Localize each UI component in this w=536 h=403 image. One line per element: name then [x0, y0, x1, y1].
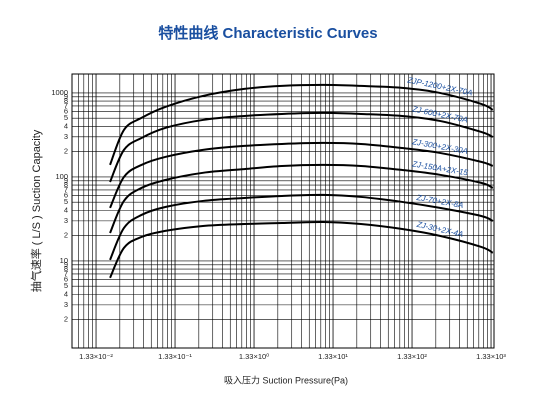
curve: [109, 193, 494, 261]
curve: [109, 220, 494, 279]
y-tick-label: 1000: [51, 88, 68, 97]
y-tick-label: 8: [64, 180, 68, 189]
y-tick-label: 9: [64, 176, 68, 185]
curve: [109, 83, 494, 166]
y-tick-label: 8: [64, 96, 68, 105]
y-tick-label: 100: [55, 172, 68, 181]
curve: [109, 163, 494, 234]
y-tick-label: 3: [64, 300, 68, 309]
x-tick-label: 1.33×10³: [476, 352, 506, 361]
y-tick-label: 10: [60, 256, 68, 265]
y-tick-label: 2: [64, 147, 68, 156]
y-tick-label: 4: [64, 289, 68, 298]
curve: [109, 141, 494, 209]
y-tick-label: 3: [64, 216, 68, 225]
x-tick-label: 1.33×10¹: [318, 352, 348, 361]
y-tick-label: 5: [64, 281, 68, 290]
y-tick-label: 6: [64, 107, 68, 116]
y-axis-label: 抽气速率 ( L/S ) Suction Capacity: [29, 129, 43, 292]
y-tick-label: 5: [64, 197, 68, 206]
y-tick-label: 9: [64, 92, 68, 101]
x-tick-label: 1.33×10²: [397, 352, 427, 361]
chart-title: 特性曲线 Characteristic Curves: [158, 24, 377, 42]
y-tick-label: 4: [64, 121, 68, 130]
y-tick-label: 8: [64, 264, 68, 273]
y-tick-label: 9: [64, 260, 68, 269]
curve-label: ZJP-1200+2X-70A: [406, 75, 473, 97]
y-tick-label: 7: [64, 101, 68, 110]
y-tick-label: 4: [64, 205, 68, 214]
y-tick-label: 3: [64, 132, 68, 141]
x-axis-label: 吸入压力 Suction Pressure(Pa): [224, 374, 348, 385]
x-tick-label: 1.33×10⁻²: [79, 352, 113, 361]
y-tick-label: 7: [64, 269, 68, 278]
y-tick-label: 6: [64, 191, 68, 200]
plot-frame: [71, 73, 495, 349]
curve: [109, 111, 494, 183]
y-tick-label: 7: [64, 185, 68, 194]
y-tick-label: 5: [64, 113, 68, 122]
y-tick-label: 2: [64, 231, 68, 240]
y-tick-label: 6: [64, 275, 68, 284]
x-tick-label: 1.33×10⁻¹: [158, 352, 192, 361]
y-tick-label: 2: [64, 315, 68, 324]
x-tick-label: 1.33×10⁰: [239, 352, 269, 361]
